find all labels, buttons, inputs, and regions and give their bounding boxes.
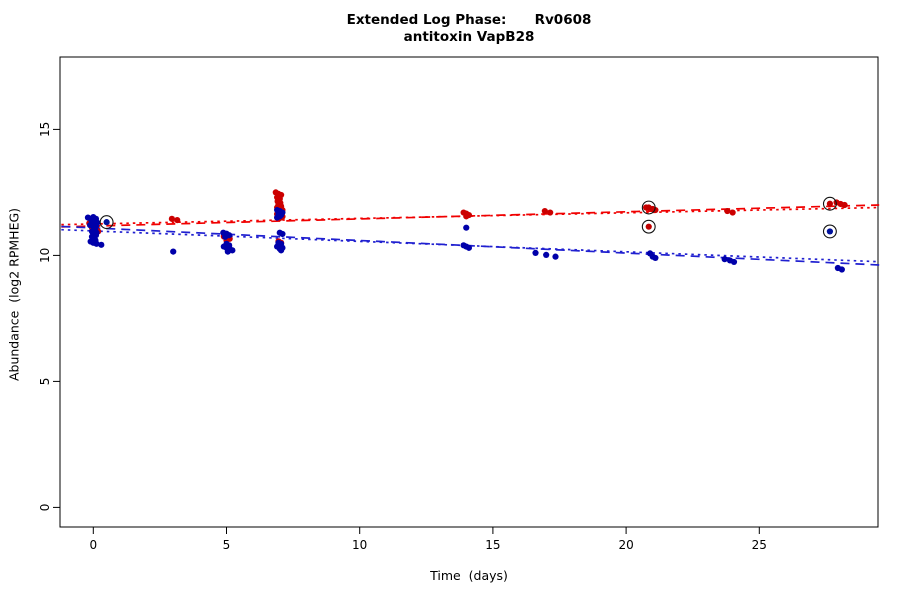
flag-ring-icon [822, 224, 837, 239]
x-tick-label: 10 [352, 538, 367, 552]
data-point-blue-condition [224, 248, 231, 255]
plot-box [59, 56, 879, 528]
x-tick-label: 5 [223, 538, 231, 552]
data-point-blue-condition [838, 266, 845, 273]
flag-ring-icon [641, 219, 656, 234]
chart-title-line2: antitoxin VapB28 [403, 29, 535, 45]
x-tick-label: 0 [89, 538, 97, 552]
y-tick-label: 5 [38, 378, 52, 386]
data-point-blue-condition [278, 247, 285, 254]
data-point-blue-condition [543, 251, 550, 258]
data-point-blue-condition [532, 249, 539, 256]
data-point-blue-condition [730, 258, 738, 266]
data-point-blue-condition [552, 253, 559, 260]
flag-ring-icon [99, 215, 114, 230]
flag-ring-icon [822, 196, 837, 211]
flagged-data-point [826, 228, 833, 235]
y-axis-label: Abundance (log2 RPMHEG) [6, 207, 22, 382]
data-point-blue-condition [721, 256, 728, 263]
data-point-blue-condition [279, 230, 286, 238]
data-point-red-condition [174, 217, 181, 224]
flagged-data-point [645, 204, 652, 211]
x-tick-label: 20 [618, 538, 633, 552]
y-tick-label: 10 [38, 248, 52, 263]
data-point-blue-condition [98, 241, 105, 248]
data-point-blue-condition [274, 214, 281, 221]
data-point-red-condition [463, 213, 470, 220]
flag-ring-icon [641, 200, 656, 215]
data-point-blue-condition [652, 254, 659, 262]
x-tick-label: 15 [485, 538, 500, 552]
flagged-data-point [645, 223, 652, 230]
flagged-data-point [103, 219, 110, 226]
y-tick-label: 0 [38, 504, 52, 512]
flagged-data-point [826, 200, 833, 207]
data-point-red-condition [541, 207, 548, 215]
data-point-red-condition [724, 207, 731, 215]
data-point-blue-condition [463, 224, 470, 231]
data-point-red-condition [841, 201, 848, 209]
data-point-red-condition [547, 209, 554, 216]
x-axis-label: Time (days) [430, 568, 508, 583]
data-point-blue-condition [93, 240, 100, 247]
data-point-blue-condition [170, 248, 177, 255]
data-point-blue-condition [222, 233, 229, 240]
data-point-red-condition [168, 215, 175, 222]
chart-title-line1: Extended Log Phase: Rv0608 [346, 12, 592, 28]
x-tick-label: 25 [752, 538, 767, 552]
data-point-blue-condition [465, 244, 473, 251]
data-point-red-condition [729, 209, 736, 216]
y-tick-label: 15 [38, 122, 52, 137]
